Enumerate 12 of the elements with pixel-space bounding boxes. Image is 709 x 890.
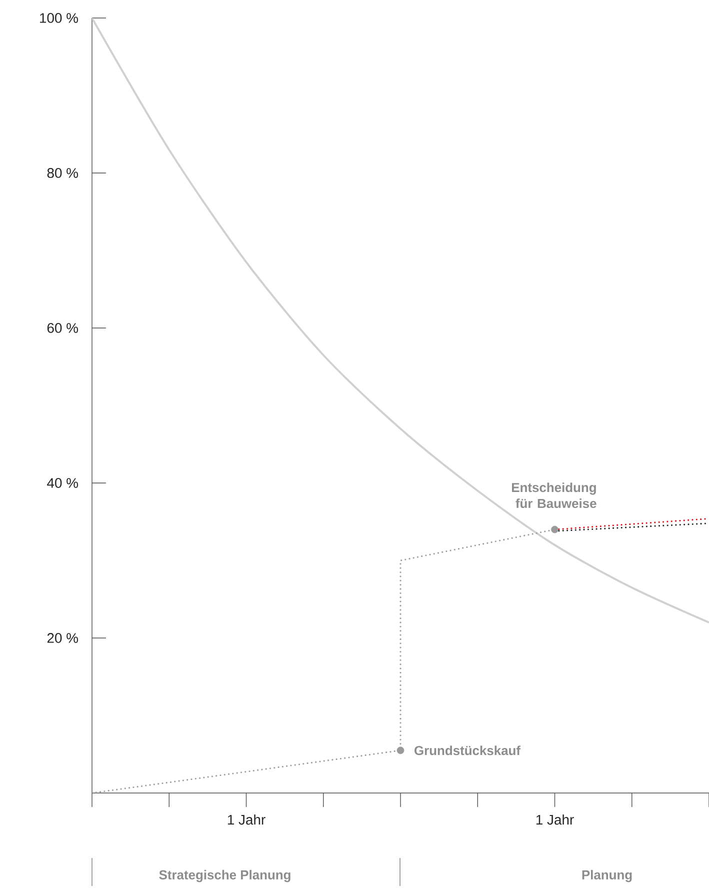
y-tick-label: 80 % xyxy=(47,168,78,178)
x-tick-label: 1 Jahr xyxy=(536,814,574,825)
y-tick-label: 60 % xyxy=(47,323,78,333)
line-series xyxy=(92,18,709,624)
annotation: Entscheidung für Bauweise xyxy=(512,482,596,508)
text: Strategische Planung xyxy=(159,870,290,882)
y-tick-label: 100 % xyxy=(40,13,78,23)
y-tick-label: 20 % xyxy=(47,633,78,643)
x-tick-label: 1 Jahr xyxy=(228,814,266,825)
annotation: Grundstückskauf xyxy=(414,746,521,756)
y-tick-label: 40 % xyxy=(47,478,78,488)
text: Planung xyxy=(582,870,632,882)
